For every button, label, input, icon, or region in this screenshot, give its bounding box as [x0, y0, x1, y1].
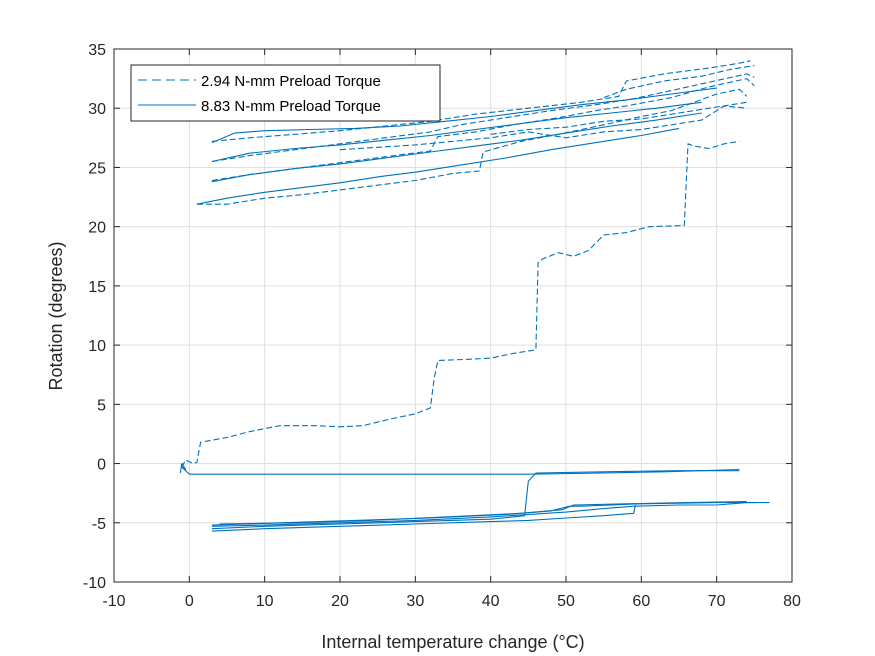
dashed-series-line — [211, 73, 755, 163]
y-tick-label: 5 — [97, 397, 106, 414]
y-tick-label: 30 — [88, 101, 106, 118]
series-1 — [181, 60, 755, 468]
x-tick-label: 40 — [482, 593, 500, 610]
solid-series-line — [219, 500, 747, 525]
y-axis-title: Rotation (degrees) — [46, 241, 66, 390]
legend-box — [130, 64, 441, 122]
solid-series-line — [211, 470, 740, 530]
legend-label-series-2: 8.83 N-mm Preload Torque — [201, 98, 381, 115]
legend: 2.94 N-mm Preload Torque 8.83 N-mm Prelo… — [130, 64, 441, 122]
solid-series-line — [211, 112, 702, 183]
solid-series-line — [179, 463, 740, 475]
solid-series-line — [211, 101, 702, 163]
y-tick-label: 25 — [88, 160, 106, 177]
series-layer — [179, 60, 770, 532]
solid-series-line — [211, 504, 636, 532]
plot-frame — [113, 48, 793, 583]
x-tick-label: 70 — [708, 593, 726, 610]
x-tick-label: 30 — [406, 593, 424, 610]
dashed-series-line — [211, 60, 751, 142]
tick-labels: -10 0 10 20 30 40 50 60 70 80 -10 -5 0 5 10 15 20 25 30 35 — [83, 42, 801, 610]
y-tick-label: 35 — [88, 42, 106, 59]
x-tick-label: 20 — [331, 593, 349, 610]
y-tick-label: 20 — [88, 220, 106, 237]
solid-series-line — [196, 127, 680, 205]
y-tick-label: -10 — [83, 575, 106, 592]
y-tick-label: 10 — [88, 338, 106, 355]
dashed-series-line — [181, 140, 740, 468]
dashed-series-line — [339, 105, 747, 151]
x-tick-label: 80 — [783, 593, 801, 610]
x-tick-label: 60 — [632, 593, 650, 610]
dashed-series-line — [490, 101, 747, 135]
x-axis-title: Internal temperature change (°C) — [321, 632, 584, 652]
solid-series-line — [211, 87, 717, 144]
legend-label-series-1: 2.94 N-mm Preload Torque — [201, 73, 381, 90]
ticks — [113, 48, 793, 583]
dashed-series-line — [211, 78, 755, 182]
series-2 — [179, 87, 770, 532]
x-tick-label: 50 — [557, 593, 575, 610]
x-tick-label: 10 — [256, 593, 274, 610]
solid-series-line — [211, 502, 770, 527]
dashed-series-line — [603, 65, 755, 99]
y-tick-label: 15 — [88, 279, 106, 296]
plot-area — [114, 49, 792, 582]
x-tick-label: 0 — [185, 593, 194, 610]
x-tick-label: -10 — [102, 593, 125, 610]
y-tick-label: -5 — [92, 516, 106, 533]
y-tick-label: 0 — [97, 457, 106, 474]
